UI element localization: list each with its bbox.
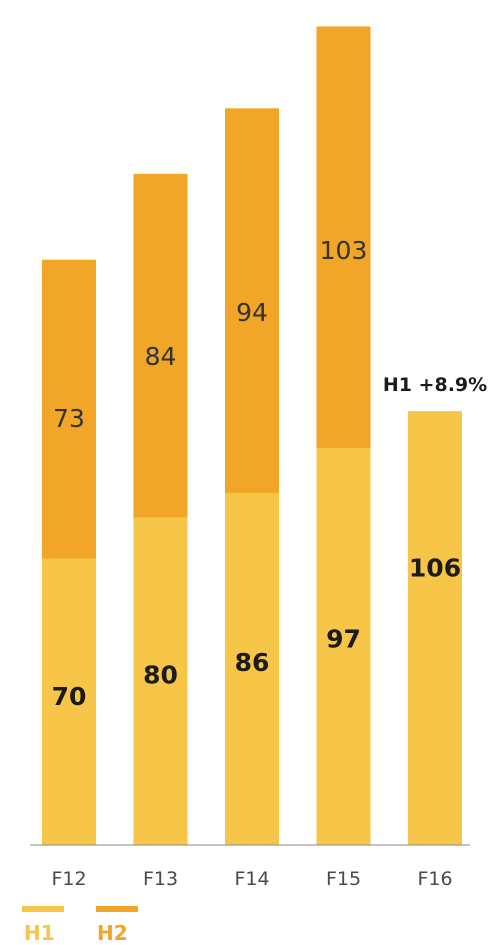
tick-label-f14: F14 <box>234 868 269 890</box>
tick-label-f15: F15 <box>326 868 361 890</box>
value-label-h1-f12: 70 <box>52 682 87 711</box>
bar-h1-f16 <box>408 411 462 845</box>
value-label-h2-f12: 73 <box>53 404 85 433</box>
value-label-h1-f16: 106 <box>409 553 461 582</box>
tick-label-f12: F12 <box>51 868 86 890</box>
legend-label-h1: H1 <box>24 921 55 945</box>
value-label-h1-f13: 80 <box>143 661 178 690</box>
annotation-f16: H1 +8.9% <box>383 374 487 396</box>
value-label-h2-f15: 103 <box>320 236 368 265</box>
bar-h1-f13 <box>133 517 188 845</box>
tick-label-f16: F16 <box>417 868 452 890</box>
legend-label-h2: H2 <box>97 921 128 945</box>
legend-swatch-h1 <box>22 906 64 912</box>
value-label-h1-f14: 86 <box>235 648 270 677</box>
tick-label-f13: F13 <box>143 868 178 890</box>
annotations-group: H1 +8.9% <box>383 374 487 396</box>
bar-h1-f12 <box>42 558 96 845</box>
legend-swatch-h2 <box>96 906 138 912</box>
bar-h2-f15 <box>316 26 371 449</box>
value-label-h2-f13: 84 <box>145 342 177 371</box>
value-label-h2-f14: 94 <box>236 298 268 327</box>
x-axis-ticks: F12 F13 F14 F15 F16 <box>51 868 452 890</box>
legend: H1 H2 <box>22 906 138 945</box>
bars-group: 70 73 80 84 86 94 97 103 106 <box>42 26 462 845</box>
bar-h2-f14 <box>225 108 279 494</box>
bar-h1-f14 <box>225 493 279 845</box>
bar-h1-f15 <box>316 448 371 845</box>
bar-h2-f12 <box>42 259 96 559</box>
value-label-h1-f15: 97 <box>326 625 361 654</box>
bar-h2-f13 <box>133 173 188 518</box>
